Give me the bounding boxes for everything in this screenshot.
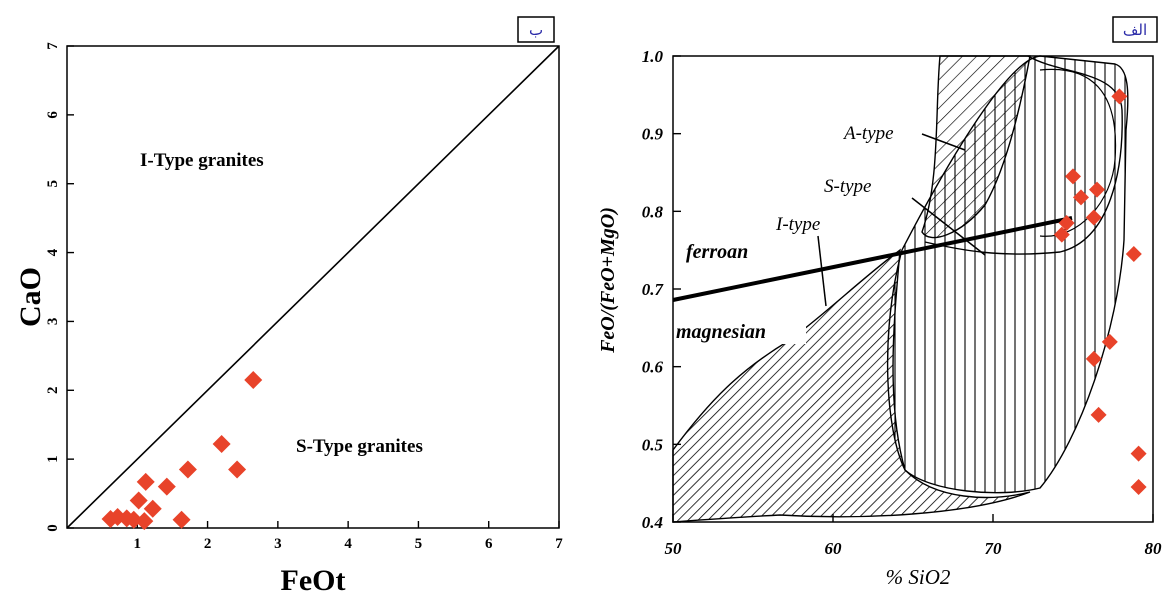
data-point (228, 460, 247, 479)
region-label-s-type: S-type (824, 176, 871, 197)
x-tick-label: 70 (985, 539, 1003, 558)
data-point (172, 510, 191, 529)
data-point (1085, 209, 1102, 226)
y-tick-label: 1.0 (642, 47, 664, 66)
s-type-arrow (911, 197, 986, 256)
right-panel-tag: الف (1123, 21, 1147, 39)
region-label-magnesian: magnesian (676, 321, 766, 343)
ferroan-magnesian-boundary (672, 216, 1073, 302)
x-tick-label: 7 (555, 536, 563, 552)
data-point (178, 460, 197, 479)
data-point (157, 477, 176, 496)
region-label-i-type: I-type (775, 214, 820, 235)
left-panel-tag: ب (529, 21, 543, 39)
left-panel-tag-box (517, 16, 555, 43)
y-tick-label: 1 (45, 455, 61, 463)
left-x-axis: 1 2 3 4 5 6 7 (134, 521, 563, 552)
right-x-axis-title: % SiO2 (886, 565, 951, 589)
data-point (1089, 181, 1105, 198)
i-s-divider-line (66, 45, 560, 529)
data-point (136, 472, 155, 491)
data-point (1090, 406, 1107, 423)
region-label-ferroan: ferroan (686, 241, 748, 263)
data-point (1058, 214, 1075, 231)
data-point (1130, 479, 1147, 496)
x-tick-label: 6 (485, 536, 493, 552)
left-chart: 1 2 3 4 5 6 7 0 1 2 3 4 5 6 7 I-Type granites S-Type … (14, 16, 563, 597)
data-point (1130, 445, 1147, 462)
x-tick-label: 2 (204, 536, 212, 552)
region-label-s-type: S-Type granites (296, 436, 423, 457)
a-type-inner-outline (1039, 68, 1117, 237)
a-type-field (921, 55, 1031, 239)
y-tick-label: 2 (45, 387, 61, 395)
region-label-a-type: A-type (842, 123, 894, 144)
data-point (1053, 226, 1070, 243)
region-label-i-type: I-Type granites (140, 150, 264, 171)
y-tick-label: 0.7 (642, 280, 665, 299)
i-type-arrow (817, 235, 827, 307)
x-tick-label: 50 (665, 539, 683, 558)
left-y-axis-title: CaO (14, 267, 47, 327)
x-tick-label: 3 (274, 536, 282, 552)
data-point (143, 499, 162, 518)
right-y-axis-title: FeO/(FeO+MgO) (597, 207, 619, 354)
data-point (1073, 189, 1089, 206)
right-chart: A-type S-type I-type ferroan magnesian 5… (597, 16, 1163, 589)
y-tick-label: 7 (45, 42, 61, 50)
y-tick-label: 4 (45, 248, 61, 256)
x-tick-label: 1 (134, 536, 142, 552)
left-x-axis-title: FeOt (281, 564, 346, 597)
s-type-outline (924, 55, 1123, 255)
y-tick-label: 0 (45, 524, 61, 532)
data-point (212, 434, 231, 453)
y-tick-label: 0.4 (642, 513, 663, 532)
magnesian-label-bg (673, 322, 806, 344)
left-y-axis: 0 1 2 3 4 5 6 7 (45, 42, 74, 532)
data-point (135, 512, 154, 531)
x-tick-label: 60 (825, 539, 843, 558)
y-tick-label: 0.8 (642, 202, 664, 221)
left-data-points (101, 370, 263, 531)
x-tick-label: 4 (344, 536, 352, 552)
data-point (1101, 333, 1118, 350)
y-tick-label: 0.5 (642, 435, 664, 454)
data-point (1085, 350, 1102, 367)
y-tick-label: 5 (45, 180, 61, 188)
x-tick-label: 80 (1145, 539, 1163, 558)
data-point (129, 491, 148, 510)
data-point (124, 510, 143, 529)
y-tick-label: 6 (45, 111, 61, 119)
y-tick-label: 0.6 (642, 358, 664, 377)
y-tick-label: 0.9 (642, 125, 664, 144)
right-x-axis: 50 60 70 80 (665, 514, 1163, 558)
data-point (244, 370, 263, 389)
y-tick-label: 3 (45, 318, 61, 326)
right-panel-tag-box (1112, 16, 1158, 43)
data-point (1065, 168, 1081, 185)
left-plot-frame (66, 45, 560, 529)
a-type-arrow (921, 133, 966, 151)
right-y-axis: 0.4 0.5 0.6 0.7 0.8 0.9 1.0 (642, 47, 681, 532)
data-point (1111, 88, 1128, 105)
data-point (1125, 246, 1142, 263)
x-tick-label: 5 (415, 536, 423, 552)
right-data-points (1053, 88, 1147, 496)
